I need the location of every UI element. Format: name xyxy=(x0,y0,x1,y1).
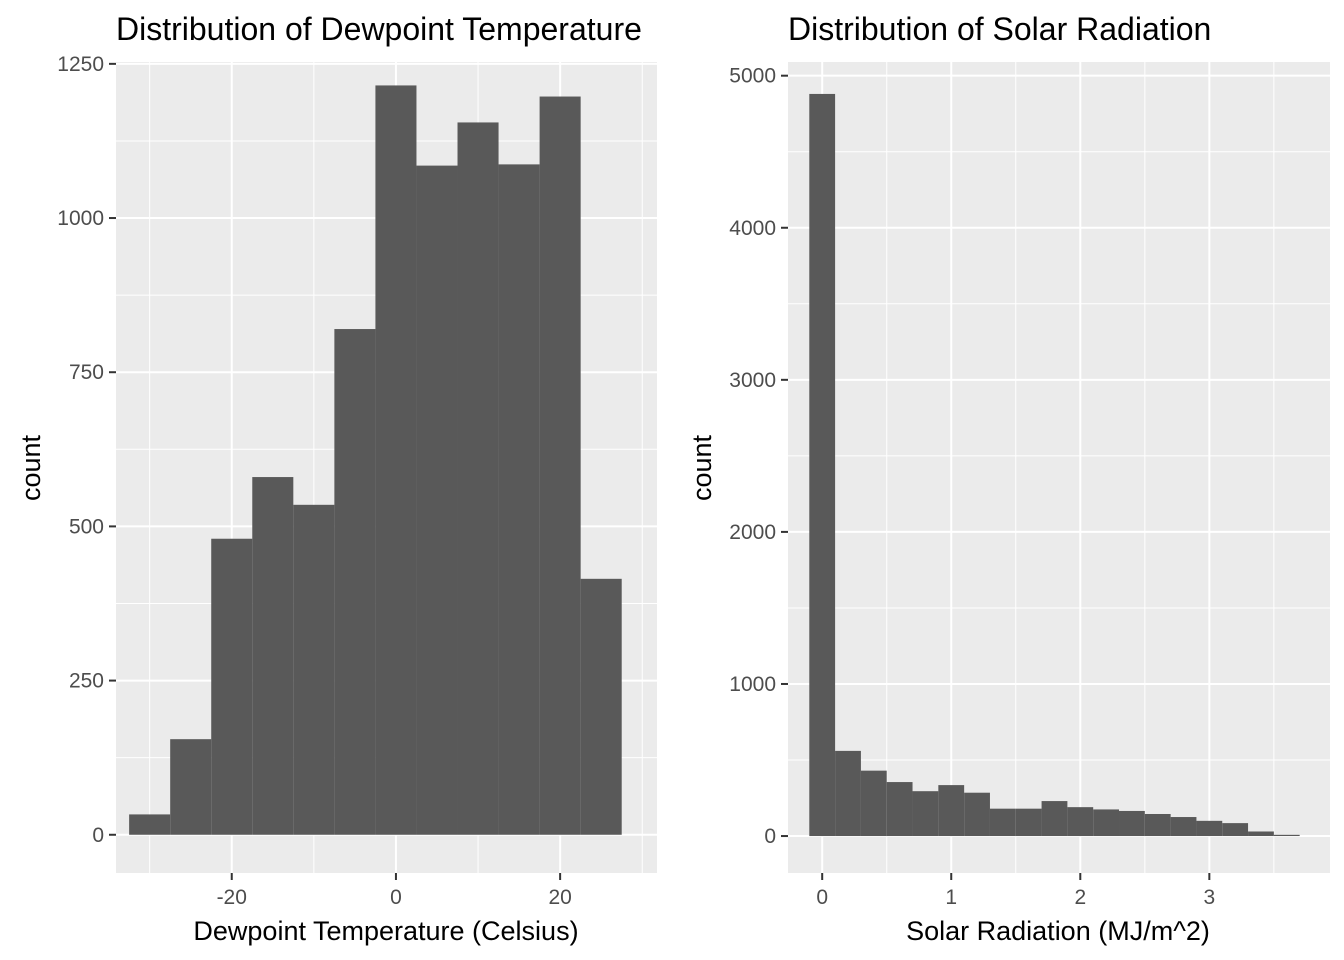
histogram-bar xyxy=(416,165,458,835)
y-tick-label: 3000 xyxy=(729,369,776,392)
chart-title: Distribution of Solar Radiation xyxy=(788,11,1211,47)
histogram-bar xyxy=(498,164,540,835)
y-tick-label: 500 xyxy=(69,515,104,538)
histogram-bar xyxy=(1170,817,1197,837)
y-tick-label: 750 xyxy=(69,361,104,384)
panel-background xyxy=(788,62,1330,873)
histogram-bar xyxy=(835,750,861,837)
x-tick-label: 3 xyxy=(1203,886,1215,909)
y-tick-label: 0 xyxy=(92,824,104,847)
histogram-bars xyxy=(129,85,622,835)
x-tick-label: 1 xyxy=(945,886,957,909)
histogram-bar xyxy=(334,329,376,835)
x-tick-label: 0 xyxy=(816,886,828,909)
histogram-bar xyxy=(1222,823,1249,837)
histogram-bar xyxy=(1273,834,1300,837)
histogram-bar xyxy=(809,93,836,837)
y-tick-label: 1250 xyxy=(57,53,104,76)
histogram-bar xyxy=(1015,808,1042,837)
histogram-bar xyxy=(457,122,499,835)
histogram-bar xyxy=(293,504,335,835)
histogram-bar xyxy=(252,477,294,835)
x-axis-title: Dewpoint Temperature (Celsius) xyxy=(193,916,578,946)
histogram-bar xyxy=(129,814,171,835)
histogram-bar xyxy=(1041,801,1068,837)
y-tick-label: 0 xyxy=(764,825,776,848)
y-tick-label: 250 xyxy=(69,670,104,693)
histogram-bar xyxy=(1119,810,1145,837)
histogram-bar xyxy=(1067,807,1094,837)
y-tick-label: 1000 xyxy=(729,673,776,696)
histogram-bar xyxy=(1093,809,1120,837)
y-axis-title: count xyxy=(16,434,46,501)
histogram-bar xyxy=(989,808,1016,837)
histogram-bar xyxy=(375,85,417,835)
x-tick-label: 2 xyxy=(1074,886,1086,909)
histogram-bar xyxy=(170,739,212,835)
histogram-bar xyxy=(860,770,887,837)
y-tick-label: 2000 xyxy=(729,521,776,544)
histogram-bar xyxy=(886,782,913,837)
chart-panel-1: 0 250 500 750 1000 1250 -20 0 20 Distribution of … xyxy=(16,11,657,946)
histogram-bar xyxy=(1144,813,1171,837)
histogram-bar xyxy=(1196,820,1223,837)
x-axis-title: Solar Radiation (MJ/m^2) xyxy=(906,916,1210,946)
histogram-bar xyxy=(211,538,253,835)
x-tick-label: 0 xyxy=(390,886,402,909)
y-tick-label: 5000 xyxy=(729,65,776,88)
histogram-bar xyxy=(539,96,581,835)
histogram-bar xyxy=(912,791,939,837)
chart-panel-2: 0 1000 2000 3000 4000 5000 0 1 2 3 Distribution of… xyxy=(687,11,1330,946)
histogram-bar xyxy=(580,578,622,835)
histogram-bar xyxy=(938,785,965,837)
histogram-bars xyxy=(809,93,1300,837)
x-tick-label: 20 xyxy=(548,886,571,909)
x-tick-label: -20 xyxy=(217,886,247,909)
y-tick-label: 1000 xyxy=(57,207,104,230)
chart-title: Distribution of Dewpoint Temperature xyxy=(116,11,642,47)
y-axis-title: count xyxy=(687,434,717,501)
histogram-bar xyxy=(1248,831,1274,837)
y-tick-label: 4000 xyxy=(729,217,776,240)
histogram-bar xyxy=(964,792,990,837)
